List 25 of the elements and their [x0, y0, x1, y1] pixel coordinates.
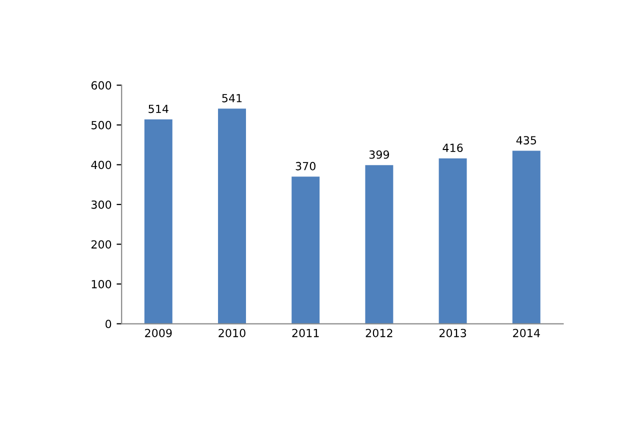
- data-label: 541: [222, 94, 242, 102]
- y-tick-label: 200: [91, 240, 112, 249]
- bar: [218, 108, 246, 324]
- bar: [144, 119, 172, 324]
- x-tick-label: 2011: [292, 328, 319, 338]
- bar: [438, 158, 467, 324]
- bar: [292, 176, 320, 324]
- data-label: 416: [442, 144, 463, 152]
- data-label: 370: [296, 162, 316, 170]
- x-tick-label: 2012: [366, 328, 392, 338]
- data-label: 435: [516, 136, 536, 144]
- y-tick-label: 400: [91, 160, 112, 170]
- data-label: 514: [148, 104, 168, 114]
- x-tick-label: 2010: [218, 328, 246, 338]
- y-tick-label: 300: [92, 200, 112, 209]
- x-tick-label: 2014: [513, 328, 540, 338]
- y-tick-label: 600: [91, 81, 112, 90]
- x-tick-label: 2013: [439, 328, 466, 338]
- y-tick-label: 0: [106, 320, 112, 328]
- data-label: 399: [369, 150, 390, 159]
- bar: [365, 165, 394, 324]
- y-tick-label: 500: [92, 120, 112, 130]
- bar: [512, 150, 540, 324]
- x-tick-label: 2009: [145, 328, 172, 338]
- y-tick-label: 100: [92, 280, 112, 288]
